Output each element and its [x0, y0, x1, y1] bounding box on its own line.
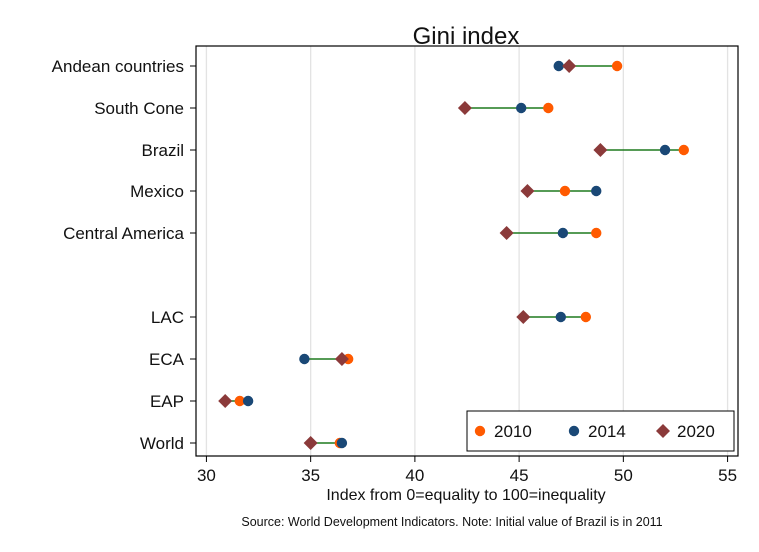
legend-marker-2020	[656, 424, 670, 438]
marker-central-america-2014	[557, 227, 569, 239]
marker-eap-2014	[242, 395, 254, 407]
marker-south-cone-2020	[457, 101, 472, 115]
marker-andean-countries-2020	[562, 59, 577, 73]
legend-marker-2014	[568, 425, 580, 437]
marker-world-2020	[303, 436, 318, 450]
category-label-lac: LAC	[151, 308, 184, 327]
data-markers	[218, 59, 689, 450]
legend-label-2020: 2020	[677, 422, 715, 441]
category-label-mexico: Mexico	[130, 182, 184, 201]
marker-lac-2020	[516, 310, 531, 324]
category-label-eap: EAP	[150, 392, 184, 411]
x-tick-label-35: 35	[301, 466, 320, 485]
marker-eca-2020	[334, 352, 349, 366]
legend: 2010 2014 2020	[466, 410, 735, 452]
legend-label-2014: 2014	[588, 422, 626, 441]
x-tick-label-50: 50	[614, 466, 633, 485]
legend-label-2010: 2010	[494, 422, 532, 441]
plot-frame	[195, 45, 739, 457]
category-label-central-america: Central America	[63, 224, 184, 243]
marker-south-cone-2010	[543, 102, 554, 114]
x-tick-label-55: 55	[718, 466, 737, 485]
y-axis: Andean countries South Cone Brazil Mexico Ce…	[52, 57, 196, 453]
legend-marker-2010	[474, 425, 486, 437]
marker-andean-countries-2014	[553, 60, 564, 72]
marker-andean-countries-2010	[611, 60, 623, 72]
x-tick-label-30: 30	[197, 466, 216, 485]
marker-lac-2014	[555, 311, 567, 323]
marker-brazil-2020	[593, 143, 608, 157]
gridlines	[205, 46, 729, 456]
x-tick-label-45: 45	[510, 466, 529, 485]
x-tick-label-40: 40	[405, 466, 424, 485]
marker-central-america-2010	[591, 227, 602, 239]
category-label-brazil: Brazil	[141, 141, 184, 160]
marker-lac-2010	[580, 311, 592, 323]
x-axis: 30 35 40 45 50 55	[197, 456, 737, 485]
marker-eap-2020	[218, 394, 233, 408]
x-axis-label: Index from 0=equality to 100=inequality	[326, 487, 605, 504]
marker-eap-2010	[234, 395, 245, 407]
category-label-south-cone: South Cone	[94, 99, 184, 118]
category-label-world: World	[140, 434, 184, 453]
source-note: Source: World Development Indicators. No…	[241, 515, 662, 529]
category-label-eca: ECA	[149, 350, 185, 369]
marker-south-cone-2014	[516, 102, 527, 114]
range-connectors	[225, 65, 684, 444]
category-label-andean-countries: Andean countries	[52, 57, 184, 76]
marker-mexico-2014	[591, 185, 602, 197]
marker-central-america-2020	[499, 226, 514, 240]
marker-world-2014	[336, 437, 348, 449]
marker-brazil-2014	[659, 144, 671, 156]
marker-brazil-2010	[678, 144, 689, 156]
marker-eca-2014	[299, 353, 310, 365]
marker-mexico-2010	[559, 185, 571, 197]
legend-box	[466, 410, 735, 452]
marker-mexico-2020	[520, 184, 535, 198]
